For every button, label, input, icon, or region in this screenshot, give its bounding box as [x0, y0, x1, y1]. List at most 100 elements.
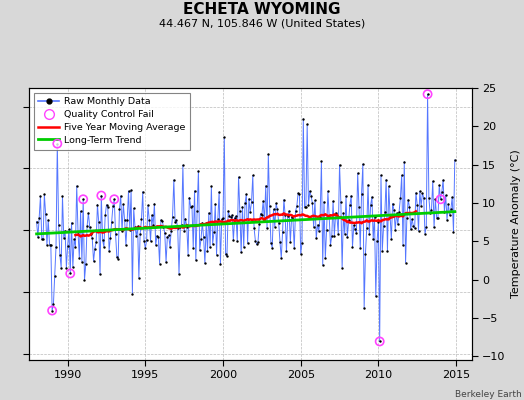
Point [48, 307, 56, 314]
Point [40, 191, 49, 198]
Point [143, 237, 151, 244]
Point [32, 218, 41, 225]
Point [34, 234, 42, 240]
Point [97, 192, 105, 199]
Point [266, 203, 274, 209]
Point [396, 195, 405, 201]
Point [69, 264, 77, 270]
Point [356, 245, 365, 251]
Point [87, 231, 95, 237]
Point [83, 223, 91, 230]
Point [297, 251, 305, 257]
Point [395, 208, 403, 215]
Legend: Raw Monthly Data, Quality Control Fail, Five Year Moving Average, Long-Term Tren: Raw Monthly Data, Quality Control Fail, … [34, 93, 190, 150]
Y-axis label: Temperature Anomaly (°C): Temperature Anomaly (°C) [511, 150, 521, 298]
Point [178, 222, 186, 228]
Point [41, 211, 50, 218]
Point [115, 206, 124, 212]
Point [448, 194, 456, 200]
Point [282, 248, 291, 254]
Point [60, 235, 68, 241]
Point [202, 220, 210, 226]
Point [197, 236, 205, 242]
Point [99, 237, 107, 243]
Point [119, 201, 127, 208]
Point [258, 212, 266, 218]
Point [423, 91, 432, 97]
Point [85, 224, 94, 230]
Point [407, 226, 415, 232]
Point [312, 235, 321, 241]
Point [443, 216, 451, 223]
Point [314, 228, 323, 234]
Point [330, 233, 339, 239]
Point [360, 305, 368, 311]
Point [394, 221, 402, 227]
Point [214, 216, 222, 222]
Point [226, 214, 235, 220]
Point [303, 121, 311, 128]
Point [171, 219, 179, 226]
Point [326, 242, 335, 248]
Point [379, 223, 388, 230]
Point [344, 217, 353, 223]
Point [220, 134, 228, 141]
Point [241, 200, 249, 206]
Point [322, 227, 331, 233]
Point [264, 151, 272, 158]
Point [100, 244, 108, 250]
Point [259, 198, 267, 204]
Point [206, 244, 214, 250]
Point [390, 207, 398, 213]
Point [229, 237, 237, 244]
Point [106, 234, 115, 241]
Point [409, 223, 418, 229]
Point [295, 191, 303, 197]
Point [168, 214, 177, 220]
Point [92, 239, 100, 245]
Point [146, 238, 155, 244]
Point [148, 212, 156, 218]
Point [246, 209, 255, 216]
Point [68, 220, 76, 226]
Point [109, 202, 117, 209]
Point [153, 232, 161, 239]
Point [277, 255, 286, 262]
Point [342, 193, 350, 200]
Point [305, 188, 314, 194]
Point [160, 230, 169, 236]
Point [82, 261, 90, 267]
Point [79, 196, 88, 202]
Point [361, 251, 369, 257]
Point [184, 252, 192, 258]
Point [187, 204, 195, 210]
Point [49, 301, 58, 308]
Point [198, 220, 206, 226]
Point [71, 244, 80, 250]
Point [416, 188, 424, 194]
Point [104, 204, 112, 210]
Point [260, 218, 269, 225]
Point [451, 157, 459, 163]
Point [154, 234, 162, 240]
Point [110, 196, 118, 202]
Point [270, 224, 279, 230]
Point [149, 222, 157, 228]
Point [36, 193, 45, 199]
Point [354, 170, 362, 176]
Point [203, 248, 212, 254]
Point [126, 227, 134, 233]
Point [276, 239, 284, 245]
Point [298, 240, 306, 246]
Point [398, 172, 406, 178]
Point [136, 231, 144, 237]
Point [210, 229, 218, 236]
Point [190, 188, 199, 194]
Point [350, 222, 358, 228]
Point [236, 208, 244, 214]
Point [273, 206, 281, 212]
Point [300, 204, 309, 210]
Point [311, 197, 319, 204]
Point [292, 203, 301, 209]
Point [175, 270, 183, 277]
